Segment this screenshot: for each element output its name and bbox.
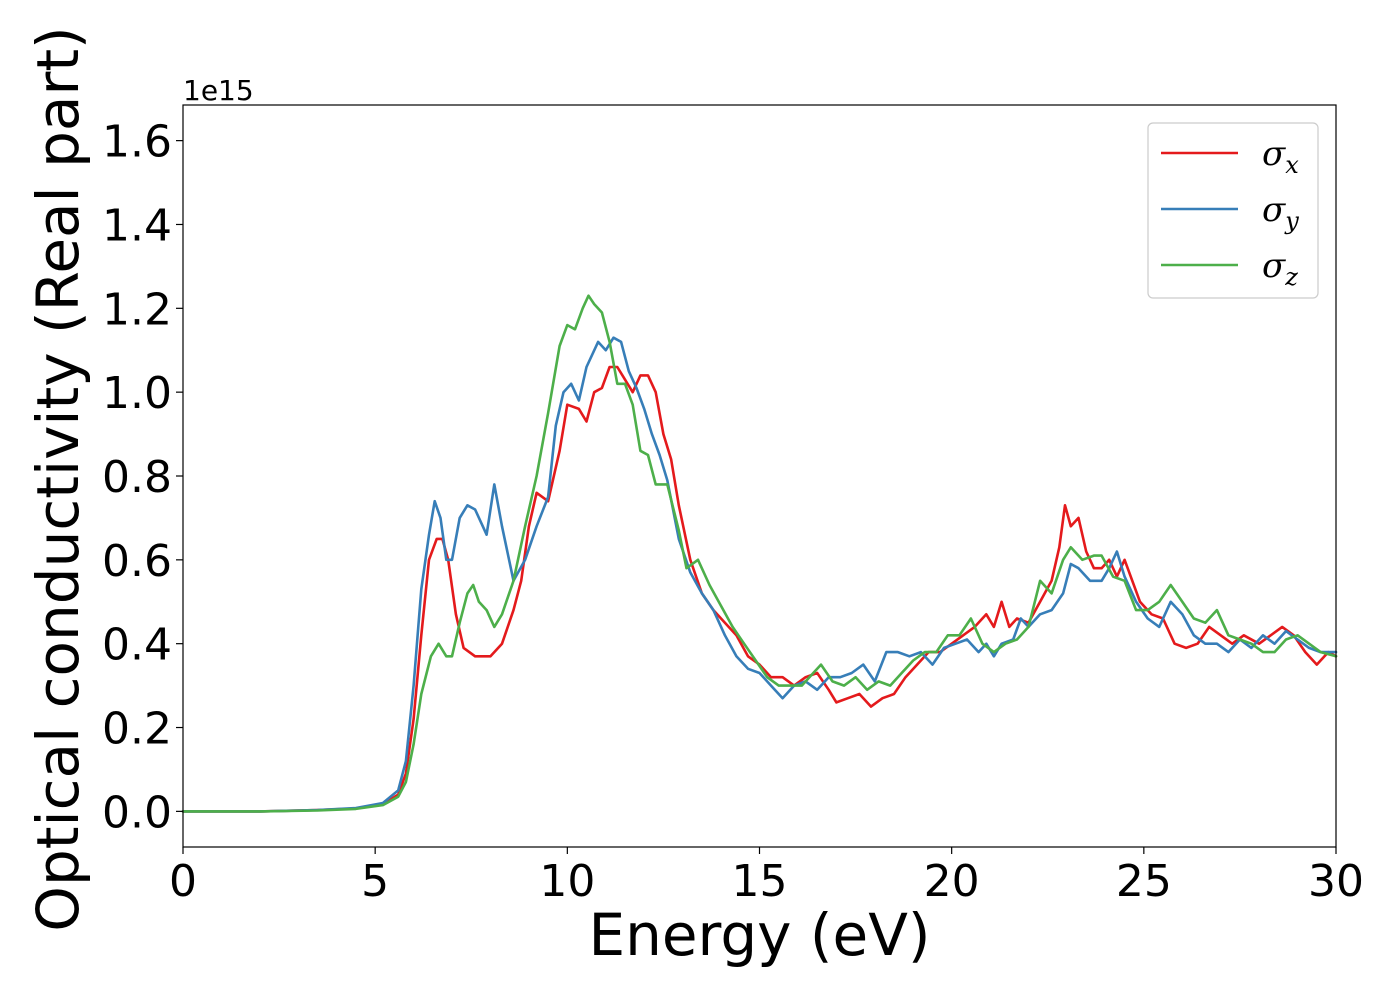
y-axis-label: Optical conductivity (Real part) [24, 26, 92, 931]
x-axis-ticks: 0 5 10 15 20 25 30 [169, 847, 1364, 907]
series-line-z [181, 294, 1338, 813]
x-tick-label: 15 [732, 856, 788, 907]
legend-subscript: y [1284, 207, 1299, 235]
y-tick-label: 1.6 [102, 117, 172, 168]
y-tick-label: 1.4 [102, 200, 172, 251]
series-line-x [181, 365, 1338, 813]
y-offset-label: 1e15 [183, 74, 254, 107]
y-tick-label: 0.8 [102, 452, 172, 503]
x-tick-label: 10 [539, 856, 595, 907]
legend-subscript: z [1284, 263, 1298, 291]
y-tick-label: 0.4 [102, 620, 172, 671]
legend-subscript: x [1285, 151, 1299, 179]
x-tick-label: 25 [1116, 856, 1172, 907]
x-tick-label: 30 [1308, 856, 1364, 907]
x-axis-label: Energy (eV) [588, 901, 930, 969]
y-tick-label: 0.2 [102, 704, 172, 755]
x-tick-label: 5 [361, 856, 389, 907]
y-tick-label: 0.0 [102, 787, 172, 838]
series-layer [181, 294, 1338, 813]
y-axis-ticks: 0.0 0.2 0.4 0.6 0.8 1.0 1.2 1.4 1.6 [102, 117, 183, 838]
y-tick-label: 1.0 [102, 368, 172, 419]
y-tick-label: 0.6 [102, 536, 172, 587]
y-tick-label: 1.2 [102, 284, 172, 335]
x-tick-label: 20 [924, 856, 980, 907]
legend-box [1147, 122, 1319, 299]
x-tick-label: 0 [169, 856, 197, 907]
